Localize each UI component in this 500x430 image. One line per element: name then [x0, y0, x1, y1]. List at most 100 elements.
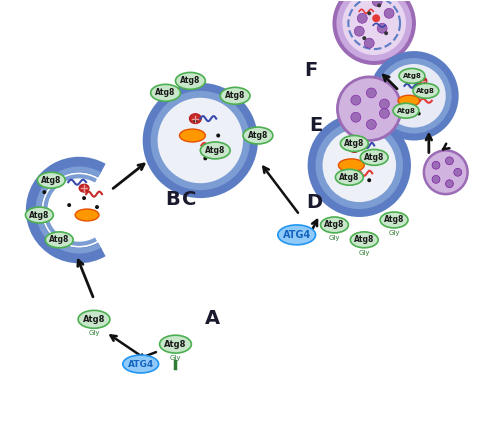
Circle shape	[150, 91, 250, 190]
Text: ATG4: ATG4	[128, 359, 154, 369]
Circle shape	[367, 11, 371, 15]
Ellipse shape	[399, 68, 425, 83]
Ellipse shape	[150, 84, 180, 101]
Ellipse shape	[79, 184, 89, 192]
Text: Atg8: Atg8	[339, 173, 359, 182]
Circle shape	[377, 3, 381, 7]
Circle shape	[351, 95, 361, 105]
Text: Atg8: Atg8	[156, 88, 176, 97]
Circle shape	[454, 168, 462, 176]
Text: Gly: Gly	[388, 230, 400, 236]
Circle shape	[342, 0, 406, 55]
Circle shape	[428, 94, 430, 97]
Text: Atg8: Atg8	[384, 215, 404, 224]
Circle shape	[316, 122, 403, 209]
Circle shape	[336, 0, 412, 61]
Text: Atg8: Atg8	[180, 77, 201, 86]
Text: Atg8: Atg8	[29, 211, 50, 219]
Text: ATG4: ATG4	[282, 230, 311, 240]
Circle shape	[67, 203, 71, 207]
Text: Atg8: Atg8	[83, 315, 105, 324]
Ellipse shape	[180, 129, 206, 142]
Ellipse shape	[220, 87, 250, 104]
Circle shape	[95, 205, 99, 209]
Circle shape	[322, 129, 396, 202]
Circle shape	[369, 51, 458, 141]
Circle shape	[194, 119, 198, 123]
Ellipse shape	[413, 83, 439, 98]
Ellipse shape	[320, 217, 348, 233]
Circle shape	[204, 157, 208, 160]
Circle shape	[380, 99, 390, 109]
Ellipse shape	[38, 172, 65, 188]
Circle shape	[351, 112, 361, 122]
Circle shape	[366, 120, 376, 129]
Ellipse shape	[360, 150, 388, 165]
Text: C: C	[182, 190, 197, 209]
Circle shape	[376, 58, 452, 134]
Circle shape	[432, 161, 440, 169]
Circle shape	[417, 112, 420, 115]
Text: Atg8: Atg8	[225, 91, 246, 100]
Ellipse shape	[278, 225, 316, 245]
Ellipse shape	[417, 77, 427, 85]
Ellipse shape	[350, 232, 378, 248]
Text: D: D	[306, 193, 323, 212]
Circle shape	[142, 83, 258, 198]
Text: A: A	[206, 309, 220, 328]
Circle shape	[446, 180, 454, 187]
Circle shape	[332, 0, 416, 65]
Ellipse shape	[348, 142, 360, 152]
Ellipse shape	[338, 159, 364, 172]
Circle shape	[362, 36, 366, 40]
Circle shape	[432, 175, 440, 183]
Circle shape	[354, 26, 364, 36]
Ellipse shape	[123, 355, 158, 373]
Circle shape	[364, 38, 374, 48]
Circle shape	[366, 88, 376, 98]
Ellipse shape	[75, 209, 99, 221]
Ellipse shape	[336, 169, 363, 185]
Ellipse shape	[46, 232, 73, 248]
Circle shape	[367, 178, 371, 182]
Circle shape	[372, 155, 376, 160]
Text: Atg8: Atg8	[396, 108, 415, 114]
Circle shape	[158, 98, 243, 183]
Text: Atg8: Atg8	[49, 235, 70, 244]
Circle shape	[380, 108, 390, 118]
Circle shape	[358, 13, 367, 23]
Circle shape	[338, 77, 401, 141]
Ellipse shape	[340, 135, 368, 151]
Text: E: E	[310, 116, 323, 135]
Circle shape	[384, 31, 388, 35]
Text: Atg8: Atg8	[402, 73, 421, 79]
Ellipse shape	[393, 103, 419, 118]
Ellipse shape	[243, 127, 273, 144]
Text: Gly: Gly	[88, 330, 100, 336]
Text: Atg8: Atg8	[41, 176, 62, 185]
Ellipse shape	[160, 335, 192, 353]
Circle shape	[372, 0, 382, 6]
Text: Atg8: Atg8	[364, 153, 384, 162]
Text: Gly: Gly	[328, 235, 340, 241]
Text: Atg8: Atg8	[205, 146, 226, 155]
Text: Atg8: Atg8	[354, 235, 374, 244]
Text: Atg8: Atg8	[248, 131, 268, 140]
Ellipse shape	[380, 212, 408, 228]
Circle shape	[446, 157, 454, 165]
Text: F: F	[304, 61, 318, 80]
Ellipse shape	[26, 207, 54, 223]
Circle shape	[377, 23, 387, 33]
Ellipse shape	[190, 114, 202, 123]
Text: Atg8: Atg8	[344, 139, 364, 148]
Text: Atg8: Atg8	[324, 221, 344, 230]
Text: Atg8: Atg8	[164, 340, 186, 349]
Circle shape	[384, 8, 394, 18]
Circle shape	[216, 134, 220, 138]
Circle shape	[42, 190, 46, 194]
Text: Gly: Gly	[170, 355, 181, 361]
Ellipse shape	[78, 310, 110, 328]
Circle shape	[82, 196, 86, 200]
Text: B: B	[166, 190, 180, 209]
Ellipse shape	[176, 72, 206, 89]
